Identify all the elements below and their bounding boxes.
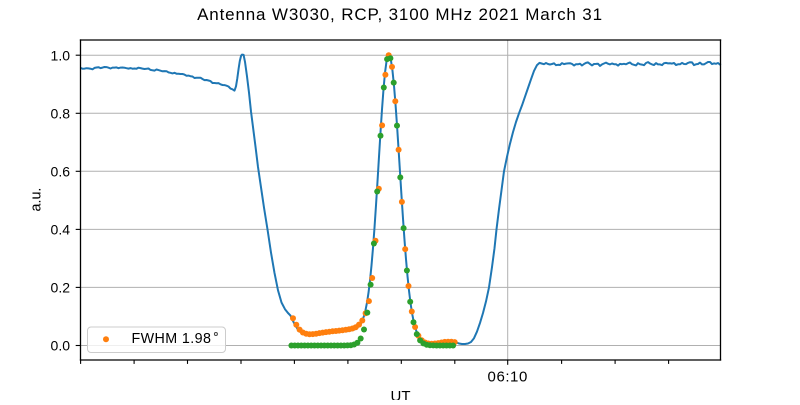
- svg-text:FWHM 1.98: FWHM 1.98: [132, 331, 212, 347]
- svg-text:0.0: 0.0: [51, 338, 71, 354]
- svg-text:0.6: 0.6: [51, 163, 71, 179]
- svg-text:UT: UT: [391, 388, 411, 400]
- svg-text:0.4: 0.4: [51, 222, 71, 238]
- svg-text:0.8: 0.8: [51, 105, 71, 121]
- svg-text:1.0: 1.0: [51, 47, 71, 63]
- svg-text:06:10: 06:10: [488, 369, 528, 386]
- svg-text:0.2: 0.2: [51, 280, 71, 296]
- svg-text:Antenna W3030, RCP, 3100 MHz 2: Antenna W3030, RCP, 3100 MHz 2021 March …: [197, 5, 603, 24]
- svg-text:a.u.: a.u.: [29, 188, 45, 212]
